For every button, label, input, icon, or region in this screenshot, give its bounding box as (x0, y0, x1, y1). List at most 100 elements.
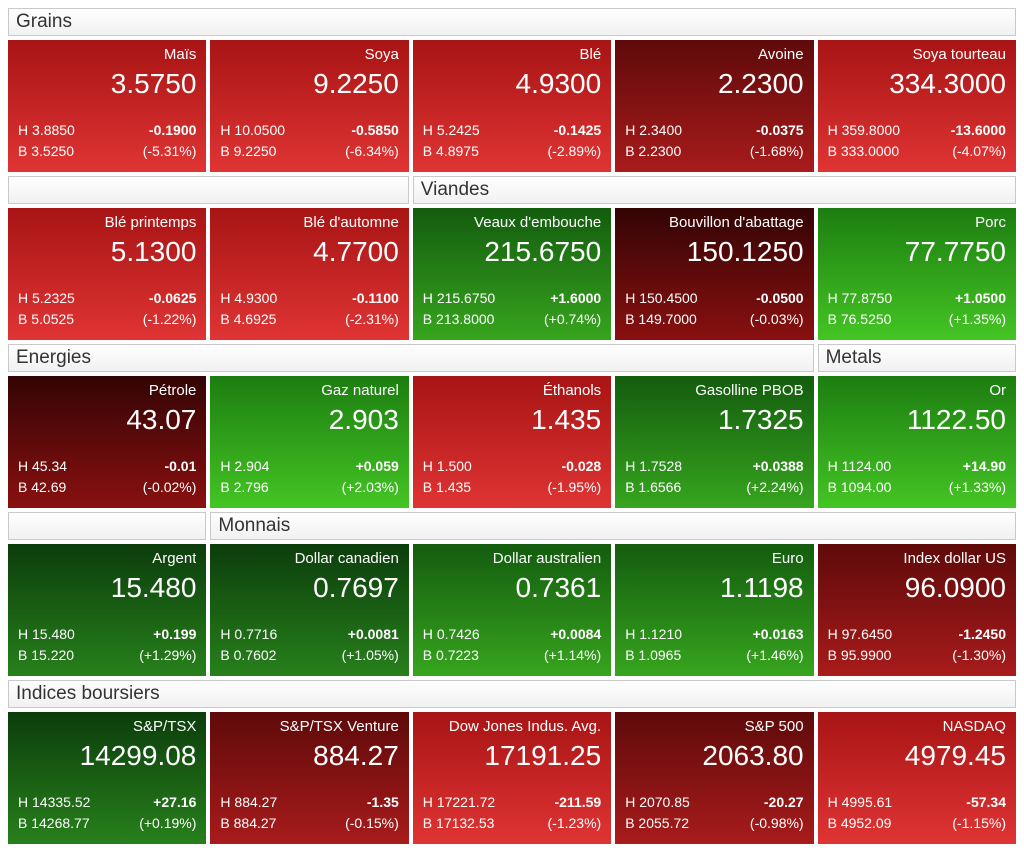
quote-tile-euro[interactable]: Euro 1.1198 H 1.1210 +0.0163 B 1.0965 (+1.46%… (615, 544, 814, 676)
percent-change: (-1.68%) (749, 143, 804, 160)
instrument-name: Dow Jones Indus. Avg. (448, 718, 602, 735)
quote-tile-ma-s[interactable]: Maïs 3.5750 H 3.8850 -0.1900 B 3.5250 (-5.31%… (8, 40, 207, 172)
high-value: H 2070.85 (625, 792, 690, 814)
low-number: 213.8000 (436, 311, 495, 328)
percent-change: (+1.05%) (341, 647, 399, 664)
low-row: B 213.8000 (+0.74%) (423, 309, 601, 331)
low-number: 149.7000 (638, 311, 697, 328)
low-value: B 42.69 (18, 477, 66, 499)
quote-tile-index-dollar-us[interactable]: Index dollar US 96.0900 H 97.6450 -1.2450 B … (817, 544, 1016, 676)
last-price: 96.0900 (904, 571, 1006, 603)
section-header-label: Energies (16, 347, 91, 368)
high-row: H 1.500 -0.028 (423, 456, 601, 478)
high-number: 3.8850 (32, 121, 75, 138)
high-number: 4.9300 (234, 289, 278, 306)
quote-tile-avoine[interactable]: Avoine 2.2300 H 2.3400 -0.0375 B 2.2300 (-1.6… (615, 40, 814, 172)
percent-change: (+1.33%) (948, 479, 1006, 496)
high-value: H 1.7528 (625, 456, 682, 478)
low-number: 5.0525 (31, 311, 75, 328)
quote-tile-soya-tourteau[interactable]: Soya tourteau 334.3000 H 359.8000 -13.6000 B… (817, 40, 1016, 172)
quote-tile-dollar-australien[interactable]: Dollar australien 0.7361 H 0.7426 +0.0084 B … (412, 544, 612, 676)
instrument-name: Avoine (758, 46, 804, 63)
high-value: H 1124.00 (828, 456, 892, 478)
percent-change: (-4.07%) (952, 143, 1006, 160)
percent-change: (+1.29%) (139, 647, 197, 664)
low-number: 76.5250 (840, 311, 892, 328)
low-prefix: B (18, 311, 28, 328)
tile-spacer (18, 100, 196, 120)
quote-tile-bouvillon-d-abattage[interactable]: Bouvillon d'abattage 150.1250 H 150.4500 -0… (615, 208, 814, 340)
tile-spacer (625, 100, 803, 120)
low-prefix: B (827, 479, 837, 496)
percent-change: (+2.03%) (341, 479, 399, 496)
low-row: B 1.0965 (+1.46%) (625, 645, 803, 667)
instrument-name: Porc (975, 214, 1006, 231)
low-prefix: B (422, 815, 433, 832)
quote-tile-bl-d-automne[interactable]: Blé d'automne 4.7700 H 4.9300 -0.1100 B 4.69… (210, 208, 409, 340)
quote-tile-soya[interactable]: Soya 9.2250 H 10.0500 -0.5850 B 9.2250 (-6.34… (210, 40, 409, 172)
quote-tile-dow-jones-indus-avg[interactable]: Dow Jones Indus. Avg. 17191.25 H 17221.72 -… (412, 712, 612, 844)
instrument-name: Gasolline PBOB (695, 382, 804, 399)
percent-change: (+0.74%) (543, 311, 602, 328)
percent-change: (-1.15%) (952, 815, 1006, 832)
low-number: 0.7602 (233, 647, 277, 664)
high-number: 0.7716 (234, 625, 278, 642)
high-row: H 45.34 -0.01 (18, 456, 196, 478)
net-change: -1.2450 (958, 625, 1006, 642)
quote-tile-p-trole[interactable]: Pétrole 43.07 H 45.34 -0.01 B 42.69 (-0.02%) (8, 376, 207, 508)
quote-tile-bl[interactable]: Blé 4.9300 H 5.2425 -0.1425 B 4.8975 (-2.89%) (412, 40, 612, 172)
quote-tile-or[interactable]: Or 1122.50 H 1124.00 +14.90 B 1094.00 (+1.33%… (817, 376, 1016, 508)
last-price: 1.1198 (720, 571, 804, 603)
high-prefix: H (422, 793, 433, 810)
instrument-name: Blé printemps (104, 214, 197, 231)
net-change: -0.1900 (148, 121, 197, 138)
quote-tile-dollar-canadien[interactable]: Dollar canadien 0.7697 H 0.7716 +0.0081 B 0.… (210, 544, 409, 676)
high-prefix: H (827, 121, 838, 138)
high-value: H 3.8850 (18, 120, 75, 142)
high-value: H 77.8750 (828, 288, 893, 310)
tile-spacer (18, 436, 196, 456)
instrument-name: NASDAQ (942, 718, 1006, 735)
high-row: H 3.8850 -0.1900 (18, 120, 196, 142)
low-prefix: B (18, 143, 28, 160)
high-number: 45.34 (32, 457, 68, 474)
low-prefix: B (220, 815, 230, 832)
quote-tile-argent[interactable]: Argent 15.480 H 15.480 +0.199 B 15.220 (+1.29… (8, 544, 207, 676)
quote-tile-s-p-tsx-venture[interactable]: S&P/TSX Venture 884.27 H 884.27 -1.35 B 884.… (210, 712, 409, 844)
low-value: B 5.0525 (18, 309, 74, 331)
low-prefix: B (827, 143, 837, 160)
tile-spacer (828, 604, 1006, 624)
tile-spacer (18, 772, 196, 792)
percent-change: (-1.95%) (547, 479, 602, 496)
quote-tile-gasolline-pbob[interactable]: Gasolline PBOB 1.7325 H 1.7528 +0.0388 B 1.6… (615, 376, 814, 508)
quote-tile-s-p-tsx[interactable]: S&P/TSX 14299.08 H 14335.52 +27.16 B 14268.7… (8, 712, 207, 844)
quote-tile-gaz-naturel[interactable]: Gaz naturel 2.903 H 2.904 +0.059 B 2.796 (+2.… (210, 376, 409, 508)
high-row: H 5.2325 -0.0625 (18, 288, 196, 310)
low-row: B 4.8975 (-2.89%) (423, 141, 601, 163)
quote-tile-nasdaq[interactable]: NASDAQ 4979.45 H 4995.61 -57.34 B 4952.09 (-1… (817, 712, 1016, 844)
net-change: +0.0163 (752, 625, 804, 642)
quote-tile-s-p-500[interactable]: S&P 500 2063.80 H 2070.85 -20.27 B 2055.72 (-… (615, 712, 814, 844)
high-number: 150.4500 (639, 289, 698, 306)
percent-change: (-0.98%) (749, 815, 804, 832)
high-prefix: H (422, 289, 433, 306)
high-prefix: H (220, 289, 231, 306)
quote-tile-porc[interactable]: Porc 77.7750 H 77.8750 +1.0500 B 76.5250 (+1.… (817, 208, 1016, 340)
section-header-blank (8, 176, 409, 204)
quote-tile-bl-printemps[interactable]: Blé printemps 5.1300 H 5.2325 -0.0625 B 5.05… (8, 208, 207, 340)
low-number: 15.220 (31, 647, 75, 664)
last-price: 2.903 (328, 403, 399, 435)
last-price: 2.2300 (717, 67, 804, 99)
low-prefix: B (827, 647, 837, 664)
quote-tile-thanols[interactable]: Éthanols 1.435 H 1.500 -0.028 B 1.435 (-1.95%… (412, 376, 612, 508)
quote-tile-veaux-d-embouche[interactable]: Veaux d'embouche 215.6750 H 215.6750 +1.600… (412, 208, 612, 340)
instrument-name: Veaux d'embouche (474, 214, 602, 231)
net-change: -0.0375 (756, 121, 804, 138)
low-row: B 884.27 (-0.15%) (220, 813, 398, 835)
high-value: H 0.7716 (220, 624, 277, 646)
high-value: H 45.34 (18, 456, 67, 478)
last-price: 17191.25 (484, 739, 602, 771)
low-prefix: B (422, 479, 433, 496)
net-change: +1.6000 (550, 289, 602, 306)
high-value: H 1.1210 (625, 624, 682, 646)
